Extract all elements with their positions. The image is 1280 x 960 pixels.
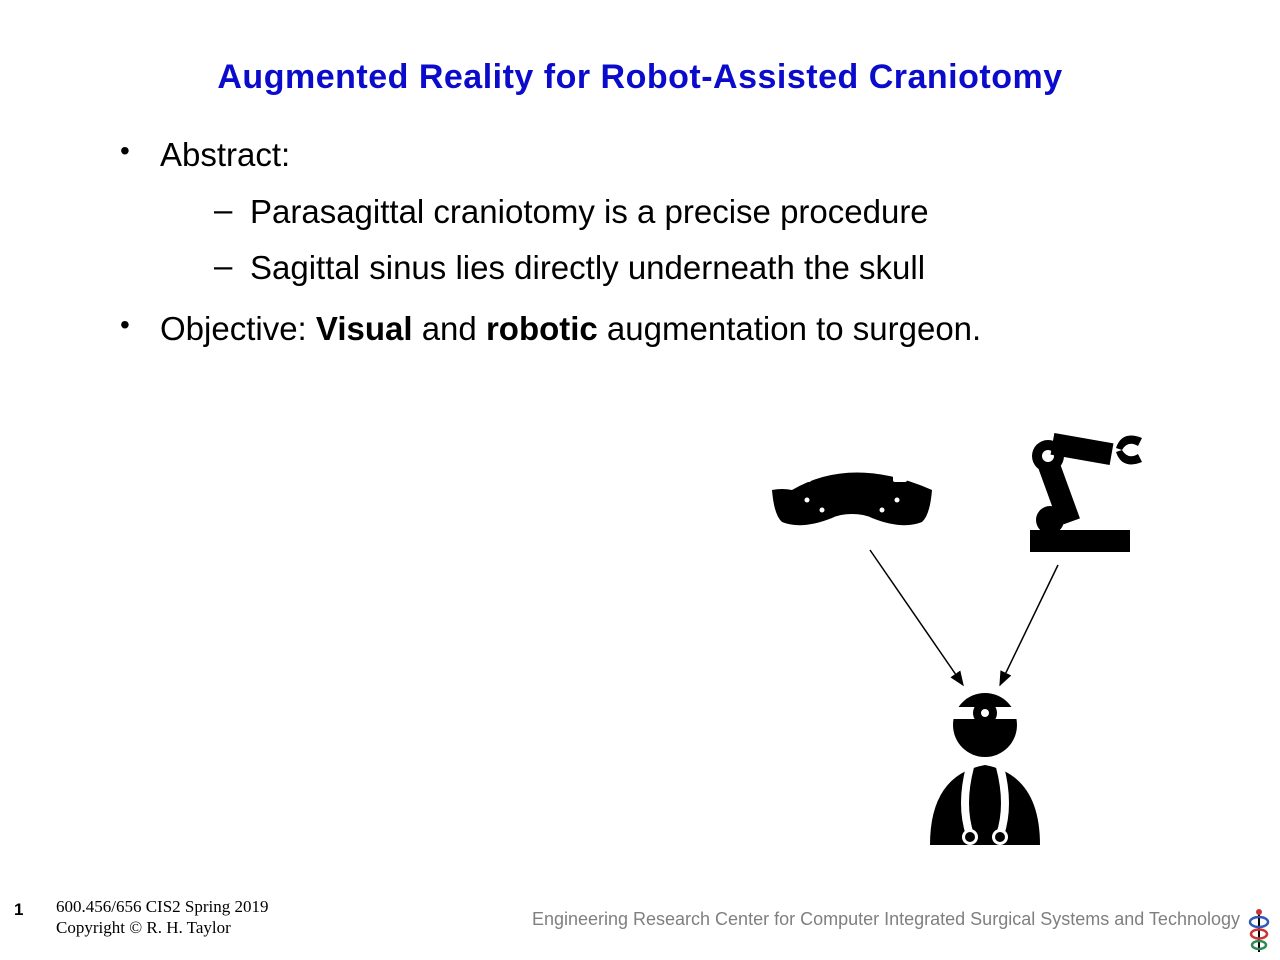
augmentation-diagram: [760, 410, 1180, 870]
bullet-abstract-label: Abstract:: [160, 136, 290, 173]
objective-suffix: augmentation to surgeon.: [598, 310, 981, 347]
page-number: 1: [14, 900, 23, 920]
slide: Augmented Reality for Robot-Assisted Cra…: [0, 0, 1280, 960]
arrow-robot-to-surgeon: [1000, 565, 1058, 685]
sub-bullet: Parasagittal craniotomy is a precise pro…: [214, 184, 1120, 240]
objective-bold-robotic: robotic: [486, 310, 598, 347]
robot-arm-icon: [1030, 433, 1142, 552]
footer-center-text: Engineering Research Center for Computer…: [532, 909, 1240, 930]
bullet-abstract-sublist: Parasagittal craniotomy is a precise pro…: [160, 184, 1120, 296]
footer-course: 600.456/656 CIS2 Spring 2019: [56, 896, 269, 917]
bullet-list: Abstract: Parasagittal craniotomy is a p…: [120, 130, 1120, 357]
objective-bold-visual: Visual: [316, 310, 413, 347]
objective-mid: and: [413, 310, 486, 347]
arrow-headset-to-surgeon: [870, 550, 963, 685]
vr-headset-icon: [772, 468, 932, 525]
sub-bullet: Sagittal sinus lies directly underneath …: [214, 240, 1120, 296]
slide-title: Augmented Reality for Robot-Assisted Cra…: [0, 58, 1280, 97]
erc-logo-icon: [1246, 908, 1272, 954]
footer-left: 600.456/656 CIS2 Spring 2019 Copyright ©…: [56, 896, 269, 939]
footer-copyright: Copyright © R. H. Taylor: [56, 917, 269, 938]
surgeon-icon: [930, 693, 1040, 845]
objective-prefix: Objective:: [160, 310, 316, 347]
bullet-objective: Objective: Visual and robotic augmentati…: [120, 304, 1120, 354]
bullet-abstract: Abstract: Parasagittal craniotomy is a p…: [120, 130, 1120, 296]
